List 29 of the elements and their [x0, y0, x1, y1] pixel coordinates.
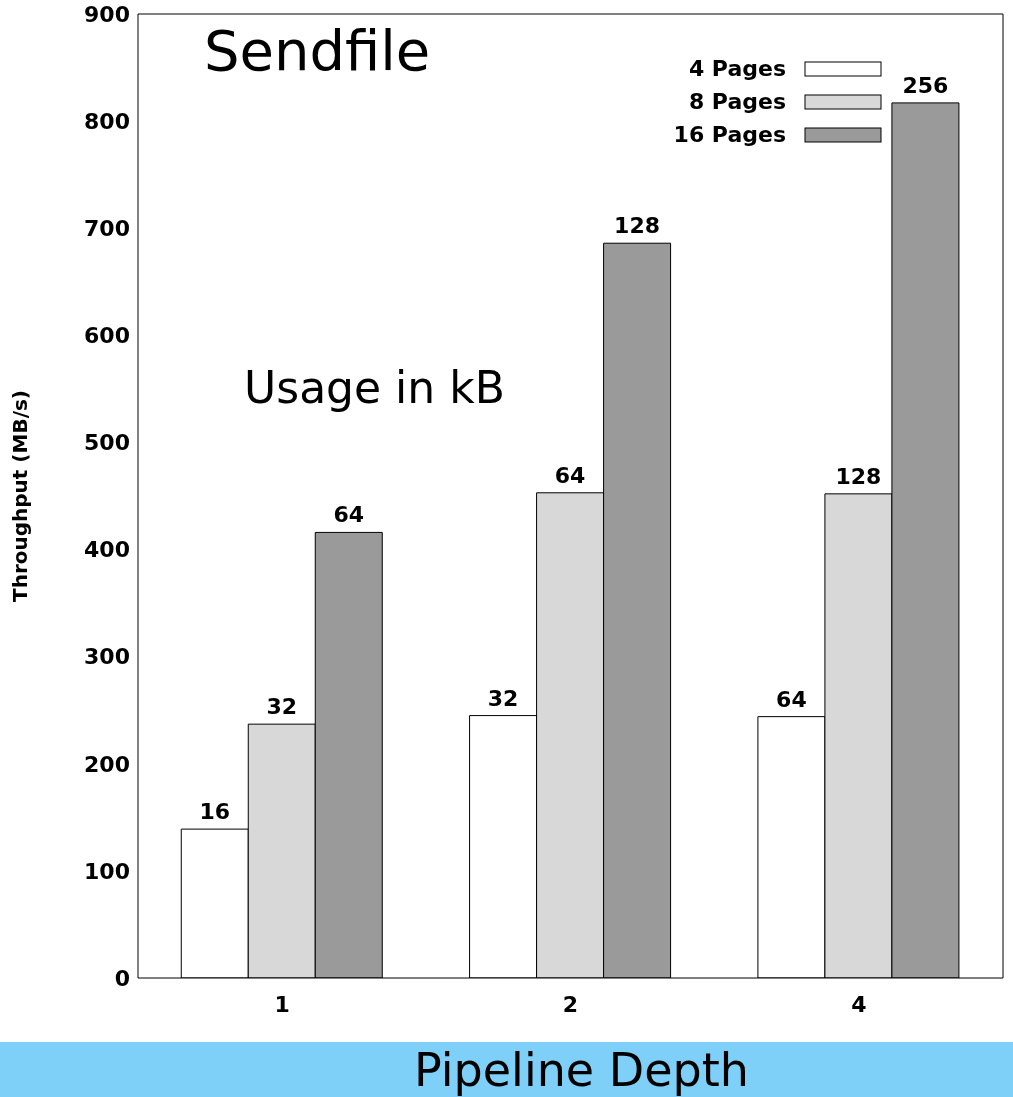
x-tick-label: 4	[851, 991, 867, 1017]
chart-title: Sendfile	[204, 18, 431, 83]
annotation: 32	[266, 694, 298, 720]
y-tick-label: 100	[84, 858, 130, 884]
x-tick-label: 2	[562, 991, 579, 1017]
legend-label: 4 Pages	[688, 56, 786, 81]
y-tick-label: 700	[84, 216, 130, 242]
annotation: 16	[199, 799, 231, 825]
y-tick-label: 800	[84, 108, 130, 134]
y-axis-title: Throughput (MB/s)	[8, 390, 33, 602]
annotation: 32	[487, 685, 519, 711]
y-tick-label: 500	[84, 430, 130, 456]
annotation: 64	[776, 686, 807, 712]
x-axis-title: Pipeline Depth	[414, 1042, 749, 1097]
annotation: 64	[554, 462, 586, 488]
y-tick-label: 900	[84, 1, 130, 27]
legend-label: 8 Pages	[688, 89, 786, 114]
y-tick-label: 300	[84, 644, 130, 670]
y-tick-label: 0	[114, 965, 130, 991]
annotation: 128	[835, 463, 882, 489]
y-tick-label: 400	[84, 537, 130, 563]
x-tick-label: 1	[274, 991, 290, 1017]
annotation: Usage in kB	[244, 362, 505, 413]
annotation: 64	[333, 502, 365, 528]
y-tick-label: 200	[84, 751, 130, 777]
y-tick-label: 600	[84, 323, 130, 349]
annotation: 256	[902, 72, 949, 98]
annotation: 128	[614, 213, 661, 239]
legend-label: 16 Pages	[673, 122, 786, 147]
